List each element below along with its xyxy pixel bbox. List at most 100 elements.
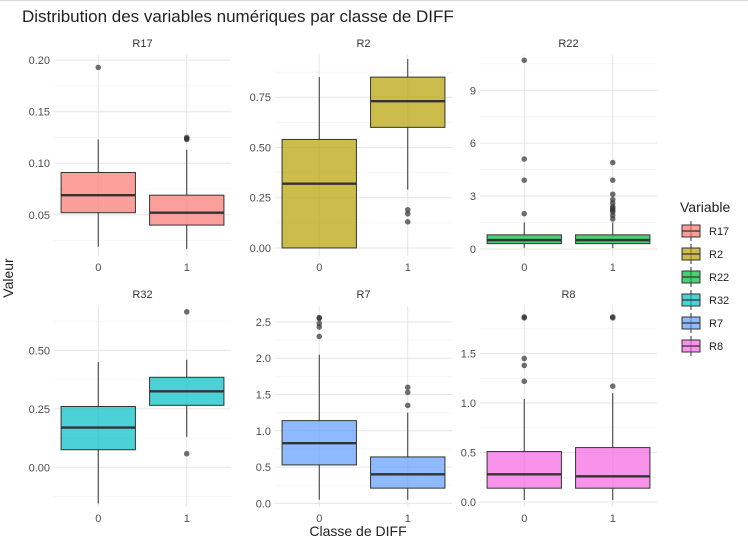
panel-title: R22 xyxy=(558,38,578,50)
y-tick-label: 0.50 xyxy=(29,345,50,357)
outlier-point xyxy=(316,333,323,340)
panel-title: R2 xyxy=(356,38,370,50)
y-tick-label: 0.75 xyxy=(250,92,271,104)
y-tick-label: 2.5 xyxy=(256,317,271,329)
y-tick-label: 1.0 xyxy=(256,426,271,438)
x-tick-label: 0 xyxy=(521,513,527,525)
panel-r7: R7 0.0 0.5 1.0 1.5 2.0 2.5 0 1 xyxy=(256,289,452,525)
x-axis-title: Classe de DIFF xyxy=(309,523,406,539)
legend-title: Variable xyxy=(680,199,731,215)
panel-title: R32 xyxy=(132,289,152,301)
legend-label: R17 xyxy=(709,226,729,238)
outlier-point xyxy=(316,320,323,327)
y-tick-label: 0.25 xyxy=(29,404,50,416)
y-tick-label: 0.0 xyxy=(461,497,476,509)
outlier-point xyxy=(404,219,411,225)
top-border xyxy=(0,0,748,1)
y-tick-label: 6 xyxy=(470,138,476,150)
outlier-point xyxy=(609,314,616,320)
outlier-point xyxy=(521,378,528,385)
outlier-point xyxy=(521,156,528,162)
box-iqr xyxy=(149,194,225,226)
x-tick-label: 1 xyxy=(610,513,616,525)
legend-item-r17: R17 xyxy=(681,221,729,241)
x-tick-label: 0 xyxy=(521,262,527,274)
legend-label: R22 xyxy=(709,272,729,284)
box-r2-class-1 xyxy=(370,59,446,225)
y-tick-label: 0.10 xyxy=(29,158,50,170)
box-r7-class-1 xyxy=(370,384,446,500)
outlier-point xyxy=(521,362,528,369)
legend-item-r22: R22 xyxy=(681,267,729,287)
panel-r8: R8 0.0 0.5 1.0 1.5 0 1 xyxy=(461,289,657,525)
y-tick-label: 0.00 xyxy=(29,462,50,474)
x-tick-label: 0 xyxy=(95,262,101,274)
outlier-point xyxy=(521,177,528,183)
box-iqr xyxy=(370,456,446,489)
outlier-point xyxy=(609,196,616,203)
box-r17-class-1 xyxy=(149,134,225,249)
outlier-point xyxy=(404,384,411,391)
legend: Variable R17 R2 R22 R32 R7 R8 xyxy=(680,199,731,356)
panel-title: R17 xyxy=(132,38,152,50)
y-tick-label: 1.5 xyxy=(461,349,476,361)
outlier-point xyxy=(521,355,528,362)
legend-item-r8: R8 xyxy=(681,336,723,356)
y-tick-label: 0.0 xyxy=(256,498,271,510)
y-tick-label: 2.0 xyxy=(256,353,271,365)
legend-item-r32: R32 xyxy=(681,290,729,310)
y-tick-label: 9 xyxy=(470,85,476,97)
outlier-point xyxy=(95,64,102,71)
box-r8-class-0 xyxy=(486,314,562,501)
outlier-point xyxy=(404,402,411,409)
legend-item-r2: R2 xyxy=(681,244,723,264)
box-iqr xyxy=(281,138,357,249)
x-tick-label: 1 xyxy=(405,513,411,525)
outlier-point xyxy=(521,57,528,64)
box-r32-class-0 xyxy=(60,362,136,504)
outlier-point xyxy=(183,450,190,457)
outlier-point xyxy=(404,206,411,213)
box-r32-class-1 xyxy=(149,309,225,457)
panel-title: R8 xyxy=(561,289,575,301)
box-r17-class-0 xyxy=(60,64,136,247)
x-tick-label: 0 xyxy=(316,513,322,525)
y-tick-label: 0.20 xyxy=(29,55,50,67)
y-tick-label: 0.15 xyxy=(29,107,50,119)
x-tick-label: 1 xyxy=(184,262,190,274)
panel-r32: R32 0.00 0.25 0.50 0 1 xyxy=(29,289,231,525)
panel-r17: R17 0.05 0.10 0.15 0.20 0 1 xyxy=(29,38,231,274)
outlier-point xyxy=(609,159,616,166)
legend-label: R8 xyxy=(709,341,723,353)
y-tick-label: 3 xyxy=(470,191,476,203)
outlier-point xyxy=(316,314,323,321)
y-tick-label: 0.5 xyxy=(461,448,476,460)
box-iqr xyxy=(486,451,562,489)
y-tick-label: 0.00 xyxy=(250,243,271,255)
box-r2-class-0 xyxy=(281,77,357,249)
chart-title: Distribution des variables numériques pa… xyxy=(22,7,454,26)
box-iqr xyxy=(575,447,651,489)
box-r22-class-1 xyxy=(575,159,651,249)
x-tick-label: 1 xyxy=(610,262,616,274)
y-tick-label: 0.50 xyxy=(250,142,271,154)
y-tick-label: 0.05 xyxy=(29,210,50,222)
y-tick-label: 0.5 xyxy=(256,462,271,474)
y-axis-title: Valeur xyxy=(0,258,16,298)
box-r7-class-0 xyxy=(281,314,357,500)
outlier-point xyxy=(521,210,528,217)
y-tick-label: 0.25 xyxy=(250,193,271,205)
x-tick-label: 1 xyxy=(184,513,190,525)
y-tick-label: 1.0 xyxy=(461,398,476,410)
legend-label: R7 xyxy=(709,318,723,330)
legend-item-r7: R7 xyxy=(681,313,723,333)
outlier-point xyxy=(521,314,528,320)
panel-r22: R22 0 3 6 9 0 1 xyxy=(470,38,657,274)
x-tick-label: 1 xyxy=(405,262,411,274)
panel-title: R7 xyxy=(356,289,370,301)
box-r8-class-1 xyxy=(575,314,651,501)
x-tick-label: 0 xyxy=(316,262,322,274)
outlier-point xyxy=(609,191,616,198)
